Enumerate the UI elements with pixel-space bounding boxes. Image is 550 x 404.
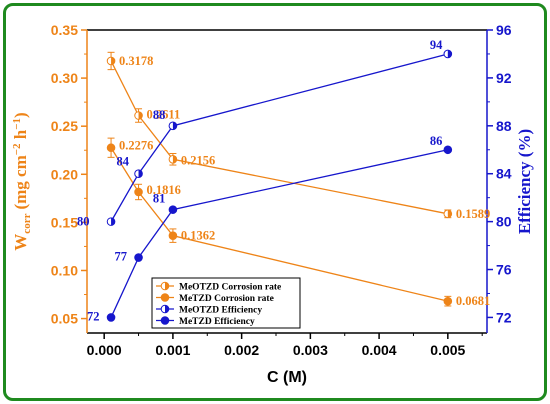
data-point <box>134 253 143 262</box>
data-label: 86 <box>430 134 443 148</box>
data-point <box>134 187 143 197</box>
x-axis-title: C (M) <box>267 369 307 386</box>
x-tick-label: 0.003 <box>293 342 328 358</box>
data-point <box>168 231 178 240</box>
legend-item-1: MeTZD Corrosion rate <box>156 293 274 304</box>
marker-half <box>165 282 169 290</box>
y-left-title-units: (mg cm <box>11 155 30 209</box>
x-tick-label: 0.000 <box>87 342 122 358</box>
y-left-title-exp1: −2 <box>11 143 23 155</box>
series-2: 80 84 88 94 <box>77 38 453 229</box>
marker-half <box>447 210 452 218</box>
data-point <box>443 296 453 306</box>
data-label: 0.1589 <box>456 207 490 221</box>
legend-item-2: MeOTZD Efficiency <box>156 304 262 316</box>
data-label: 0.3178 <box>119 54 153 68</box>
y-left-tick-label: 0.15 <box>51 214 78 230</box>
data-point <box>443 145 453 155</box>
data-label: 0.1362 <box>181 229 215 243</box>
series-line <box>110 60 448 215</box>
chart-frame <box>3 3 547 401</box>
marker-half <box>447 50 452 58</box>
series-0: 0.3178 0.2611 0.2156 0.1589 <box>106 51 490 221</box>
data-point <box>443 209 453 219</box>
y-left-title-h: h <box>11 129 30 143</box>
y-right-tick-label: 88 <box>496 118 512 134</box>
data-label: 0.0681 <box>456 294 490 308</box>
legend-label: MeTZD Efficiency <box>179 317 255 327</box>
data-point <box>160 304 170 314</box>
series-line <box>110 53 448 222</box>
data-label: 0.1816 <box>147 183 181 197</box>
x-tick-label: 0.005 <box>430 342 465 358</box>
data-point <box>160 316 170 325</box>
marker-half <box>111 217 115 226</box>
y-left-tick-label: 0.25 <box>51 118 78 134</box>
legend-box <box>151 277 301 329</box>
x-tick-label: 0.001 <box>155 342 190 358</box>
y-left-title-sub: corr <box>21 213 33 233</box>
series-line <box>110 147 448 302</box>
data-label: 77 <box>115 250 128 264</box>
data-point <box>106 143 116 153</box>
data-point <box>106 313 116 322</box>
y-right-tick-label: 96 <box>496 22 512 38</box>
series-1: 0.2276 0.1816 0.1362 0.0681 <box>106 137 490 308</box>
y-right-tick-label: 92 <box>496 70 512 86</box>
legend-item-0: MeOTZD Corrosion rate <box>156 281 281 293</box>
data-point <box>168 121 178 131</box>
y-left-title-close: ) <box>11 112 30 118</box>
y-left-tick-label: 0.20 <box>51 166 78 182</box>
data-label: 88 <box>153 108 166 122</box>
data-point <box>134 111 143 120</box>
y-left-title-main: W <box>11 234 30 251</box>
data-point <box>168 205 178 214</box>
marker-half <box>172 122 177 130</box>
marker-half <box>165 305 169 313</box>
series-layer: 0.3178 0.2611 0.2156 0.1589 0.2276 0.1816 0.13… <box>77 38 490 323</box>
data-label: 0.2611 <box>147 108 181 122</box>
axes-layer: 0.000 0.001 0.002 0.003 0.004 0.005 0.05 0.10 0.… <box>51 22 512 358</box>
data-label: 0.2276 <box>119 139 153 153</box>
y-left-axis-title: Wcorr (mg cm−2 h−1) <box>11 112 33 250</box>
data-point <box>443 49 453 59</box>
x-tick-label: 0.004 <box>362 342 397 358</box>
data-point <box>160 293 170 302</box>
y-left-tick-label: 0.05 <box>51 311 78 327</box>
x-tick-label: 0.002 <box>224 342 259 358</box>
y-left-tick-label: 0.35 <box>51 22 78 38</box>
legend-item-3: MeTZD Efficiency <box>156 316 255 327</box>
data-label: 72 <box>87 309 100 323</box>
y-right-tick-label: 76 <box>496 262 512 278</box>
data-point <box>106 56 116 66</box>
data-point <box>160 281 170 291</box>
y-right-tick-label: 84 <box>496 166 512 182</box>
marker-half <box>138 111 143 120</box>
data-label: 94 <box>430 38 443 52</box>
data-point <box>106 217 116 226</box>
legend-label: MeOTZD Corrosion rate <box>179 283 281 293</box>
marker-half <box>172 155 177 164</box>
legend-label: MeOTZD Efficiency <box>179 306 262 316</box>
data-label: 84 <box>117 155 130 169</box>
data-label: 80 <box>77 215 90 229</box>
y-right-tick-label: 72 <box>496 309 512 325</box>
data-label: 81 <box>153 192 166 206</box>
y-left-tick-label: 0.30 <box>51 70 78 86</box>
data-point <box>134 169 143 179</box>
y-left-tick-label: 0.10 <box>51 262 78 278</box>
y-right-tick-label: 80 <box>496 214 512 230</box>
marker-half <box>111 57 115 65</box>
data-point <box>168 154 178 164</box>
series-3: 72 77 81 86 <box>87 134 453 323</box>
y-left-title-exp2: −1 <box>11 118 23 130</box>
series-line <box>110 149 448 318</box>
data-label: 0.2156 <box>181 153 215 167</box>
legend-label: MeTZD Corrosion rate <box>179 294 274 304</box>
y-right-axis-title: Efficiency (%) <box>515 129 534 234</box>
marker-half <box>138 169 143 178</box>
